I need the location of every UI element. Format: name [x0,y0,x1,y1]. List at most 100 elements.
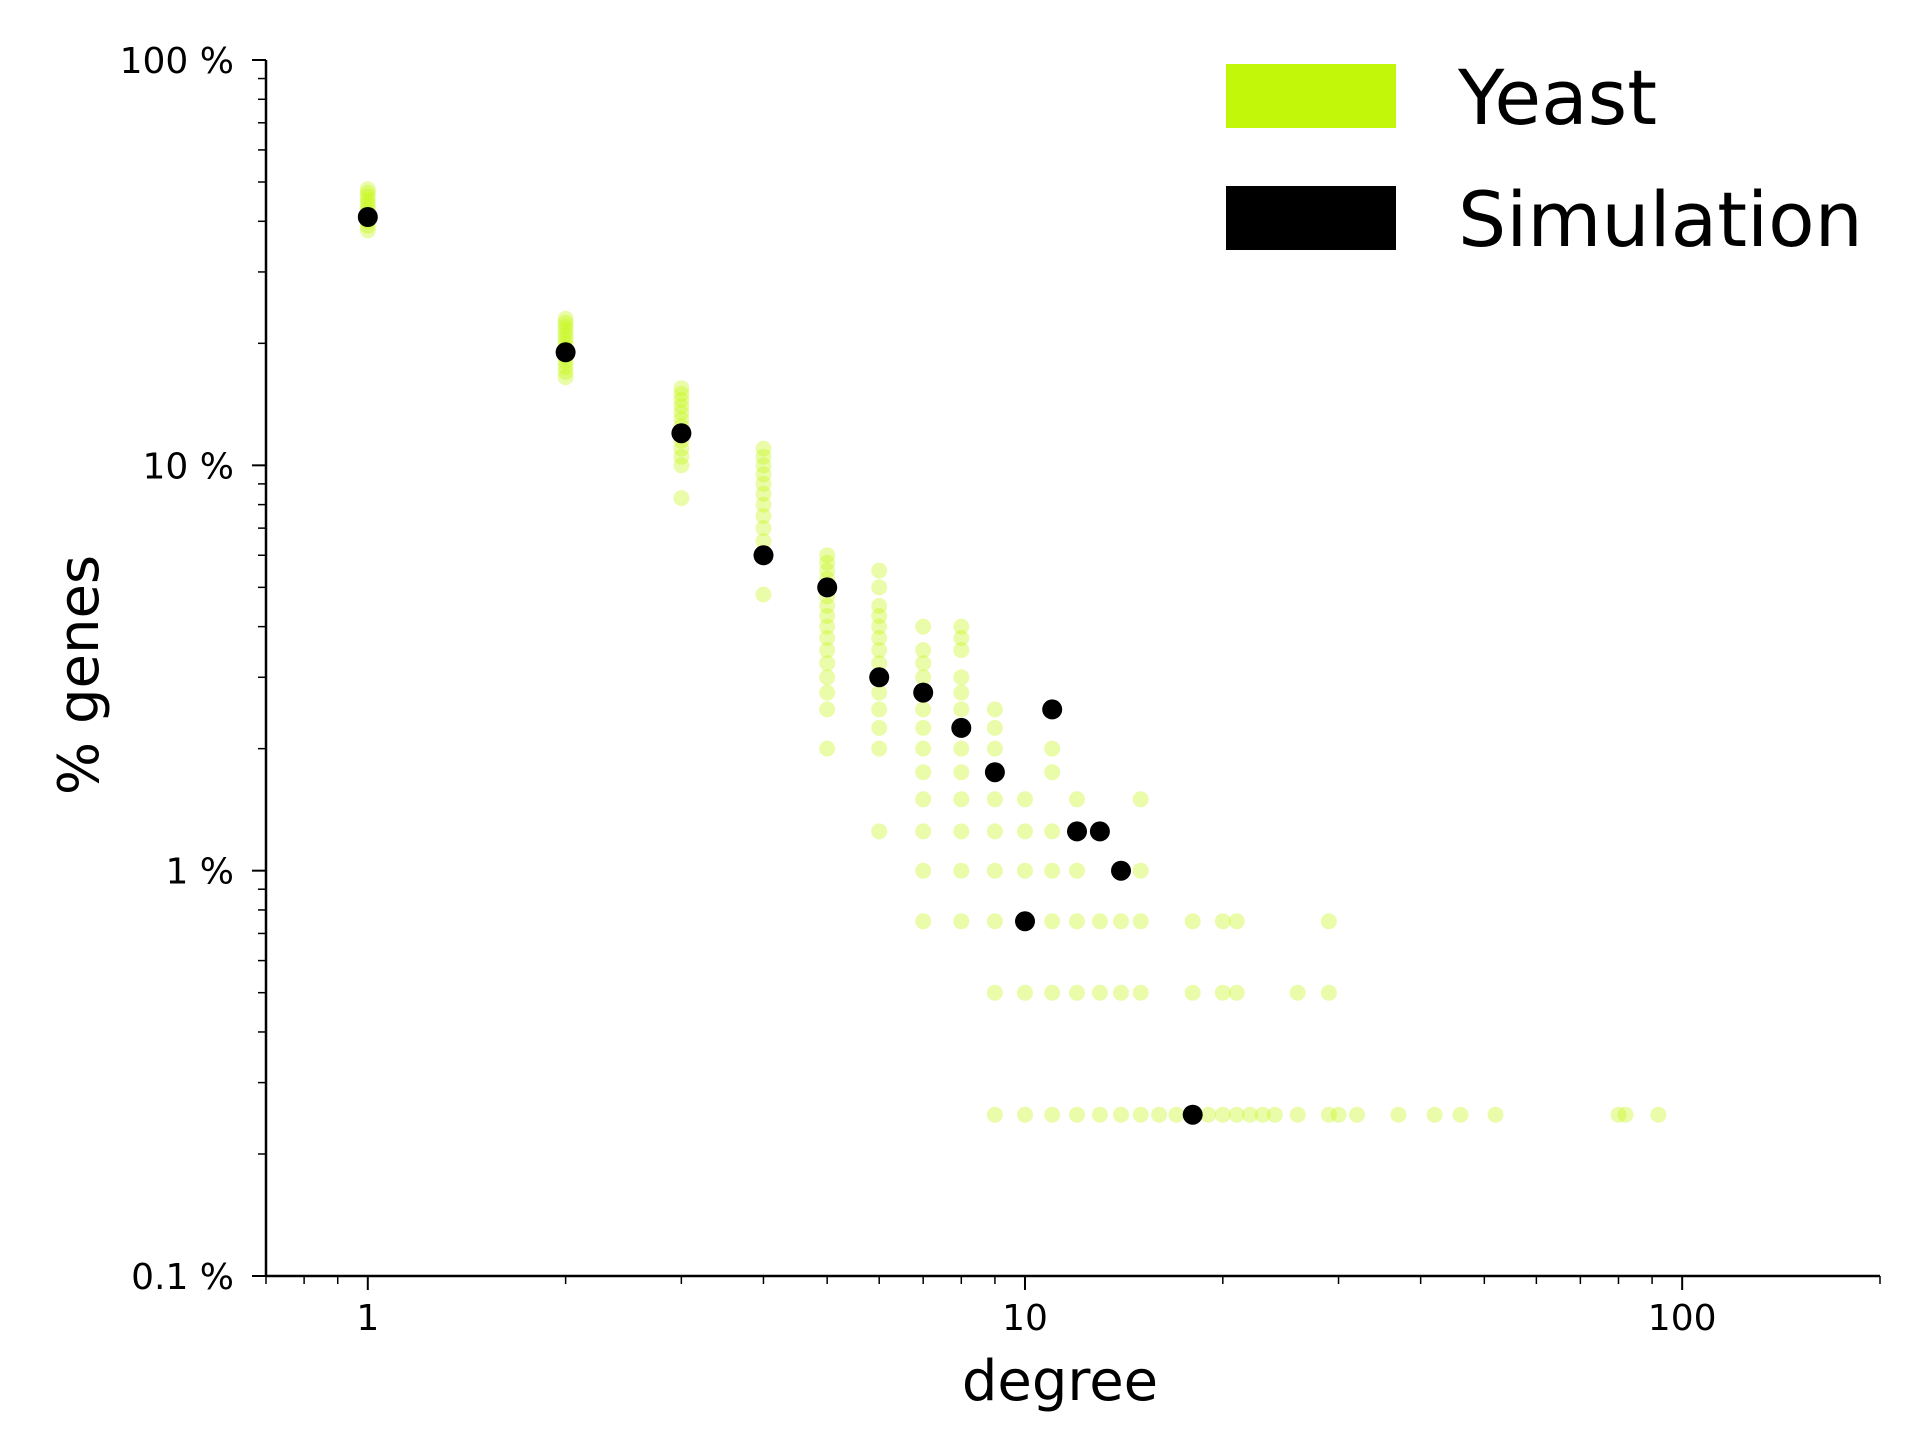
yeast-point [819,618,836,635]
yeast-point [557,318,574,335]
yeast-point [1091,984,1108,1001]
yeast-point [1132,862,1149,879]
yeast-point [953,764,970,781]
yeast-point [953,701,970,718]
yeast-point [1044,823,1061,840]
yeast-point [871,684,888,701]
yeast-point [1320,984,1337,1001]
yeast-point [1069,1106,1085,1123]
y-tick-label: 100 % [120,41,234,82]
yeast-point [1132,913,1149,930]
yeast-point [1113,913,1129,930]
x-tick-label: 1 [356,1298,379,1339]
yeast-point [953,684,970,701]
yeast-point [1132,984,1149,1001]
yeast-point [953,642,970,659]
yeast-point [1266,1106,1283,1123]
yeast-point [915,669,932,686]
yeast-point [915,618,932,635]
yeast-point [557,331,574,347]
yeast-point [1487,1106,1504,1123]
yeast-point [1228,1106,1245,1123]
ticks: 1 10 100 0.1 % 1 % 10 % 100 % [120,41,1881,1339]
yeast-point [819,547,836,564]
yeast-point [557,363,574,380]
legend: Yeast Simulation [1226,53,1863,264]
y-tick-label: 0.1 % [131,1257,234,1298]
yeast-point [673,380,690,397]
yeast-point [1184,913,1201,930]
yeast-point [1320,1106,1337,1123]
legend-swatch-yeast [1226,64,1396,128]
yeast-point [986,913,1003,930]
yeast-point [953,823,970,840]
yeast-point [359,188,376,205]
yeast-point [1113,984,1129,1001]
yeast-point [871,630,888,646]
yeast-point [1044,740,1061,757]
yeast-point [673,440,690,457]
axes [264,60,1880,1278]
yeast-point [1168,1106,1185,1123]
yeast-point [871,701,888,718]
yeast-point [1242,1106,1258,1123]
yeast-point [1113,1106,1129,1123]
yeast-point [986,862,1003,879]
legend-label-simulation: Simulation [1458,175,1863,264]
yeast-point [557,326,574,343]
yeast-point [673,404,690,421]
yeast-point [1151,1106,1168,1123]
yeast-point [1091,1106,1108,1123]
x-axis-label: degree [962,1349,1158,1414]
yeast-point [819,554,836,571]
yeast-point [953,669,970,686]
yeast-point [986,823,1003,840]
simulation-point [869,667,890,688]
yeast-point [755,508,772,524]
yeast-point [986,719,1003,736]
yeast-point [953,862,970,879]
yeast-point [1017,791,1033,808]
yeast-point [1044,984,1061,1001]
yeast-point [1214,913,1231,930]
yeast-point [1069,862,1085,879]
simulation-point [357,207,378,227]
yeast-point [986,791,1003,808]
yeast-point [359,192,376,209]
yeast-point [819,608,836,624]
yeast-point [755,448,772,465]
yeast-point [871,823,888,840]
yeast-point [755,485,772,502]
yeast-point [673,457,690,474]
yeast-point [871,579,888,596]
yeast-point [1091,913,1108,930]
yeast-point [915,823,932,840]
yeast-point [819,701,836,718]
yeast-point [755,586,772,603]
simulation-point [1182,1104,1203,1125]
points-layer [357,181,1667,1125]
yeast-point [359,222,376,239]
yeast-point [673,490,690,507]
yeast-point [871,562,888,579]
yeast-point [1426,1106,1443,1123]
simulation-point [1089,821,1110,842]
yeast-point [557,310,574,327]
yeast-point [673,391,690,408]
yeast-point [1390,1106,1407,1123]
yeast-point [871,618,888,635]
y-tick-label: 10 % [143,446,234,487]
yeast-point [755,533,772,550]
yeast-point [557,369,574,386]
yeast-point [819,684,836,701]
x-tick-label: 10 [1002,1298,1048,1339]
yeast-point [755,520,772,537]
yeast-point [673,411,690,428]
yeast-point [1017,984,1033,1001]
yeast-point [953,630,970,646]
yeast-point [819,642,836,659]
yeast-point [755,466,772,483]
simulation-point [671,423,692,444]
yeast-point [819,597,836,614]
